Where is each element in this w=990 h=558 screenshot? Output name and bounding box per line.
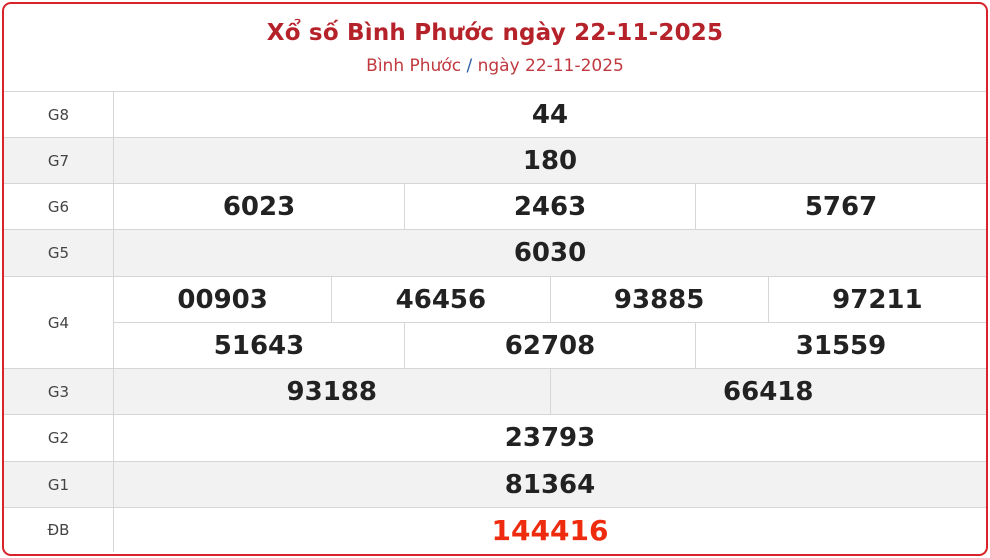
- prize-row-g7: G7 180: [4, 138, 986, 184]
- prize-number: 23793: [504, 423, 596, 453]
- breadcrumb-date-link[interactable]: ngày 22-11-2025: [477, 56, 624, 76]
- prize-number: 6023: [222, 191, 296, 222]
- prize-number: 97211: [767, 277, 986, 322]
- prize-label: G5: [4, 230, 114, 276]
- prize-number: 44: [531, 99, 569, 130]
- prize-label: G1: [4, 462, 114, 507]
- prize-label: G4: [4, 277, 114, 368]
- results-header: Xổ số Bình Phước ngày 22-11-2025 Bình Ph…: [4, 4, 986, 92]
- prize-row-g2: G2 23793: [4, 415, 986, 462]
- prize-number: 2463: [404, 184, 695, 229]
- prize-row-g1: G1 81364: [4, 462, 986, 508]
- prize-number: 62708: [404, 323, 695, 368]
- breadcrumb-province-link[interactable]: Bình Phước: [366, 56, 462, 76]
- prize-row-đb: ĐB 144416: [4, 508, 986, 552]
- prize-number: 00903: [177, 284, 268, 315]
- prize-number: 5767: [695, 184, 986, 229]
- prize-number: 81364: [504, 469, 596, 500]
- prize-row-g6: G6 6023 2463 5767: [4, 184, 986, 230]
- prize-label: ĐB: [4, 508, 114, 552]
- prize-number: 180: [522, 145, 578, 176]
- prize-number: 93188: [286, 376, 377, 407]
- prize-number: 6030: [513, 238, 587, 268]
- prize-number: 31559: [695, 323, 986, 368]
- special-prize-number: 144416: [491, 513, 609, 547]
- prize-row-g8: G8 44: [4, 92, 986, 138]
- prize-row-g3: G3 93188 66418: [4, 369, 986, 415]
- prize-number: 66418: [549, 369, 987, 414]
- prize-number: 93885: [549, 277, 768, 322]
- results-table: G8 44 G7 180 G6 6023 2463 5767 G5 6030 G4 00903 4645…: [4, 92, 986, 552]
- prize-row-g4: G4 00903 46456 93885 97211 51643 62708 31559: [4, 277, 986, 369]
- prize-row-g5: G5 6030: [4, 230, 986, 277]
- prize-number: 46456: [331, 277, 549, 322]
- prize-label: G8: [4, 92, 114, 137]
- prize-label: G3: [4, 369, 114, 414]
- breadcrumb-separator: /: [466, 56, 473, 76]
- page-title: Xổ số Bình Phước ngày 22-11-2025: [266, 20, 724, 46]
- prize-number: 51643: [213, 330, 305, 361]
- prize-label: G2: [4, 415, 114, 461]
- prize-label: G6: [4, 184, 114, 229]
- breadcrumb: Bình Phước / ngày 22-11-2025: [4, 56, 986, 76]
- prize-label: G7: [4, 138, 114, 183]
